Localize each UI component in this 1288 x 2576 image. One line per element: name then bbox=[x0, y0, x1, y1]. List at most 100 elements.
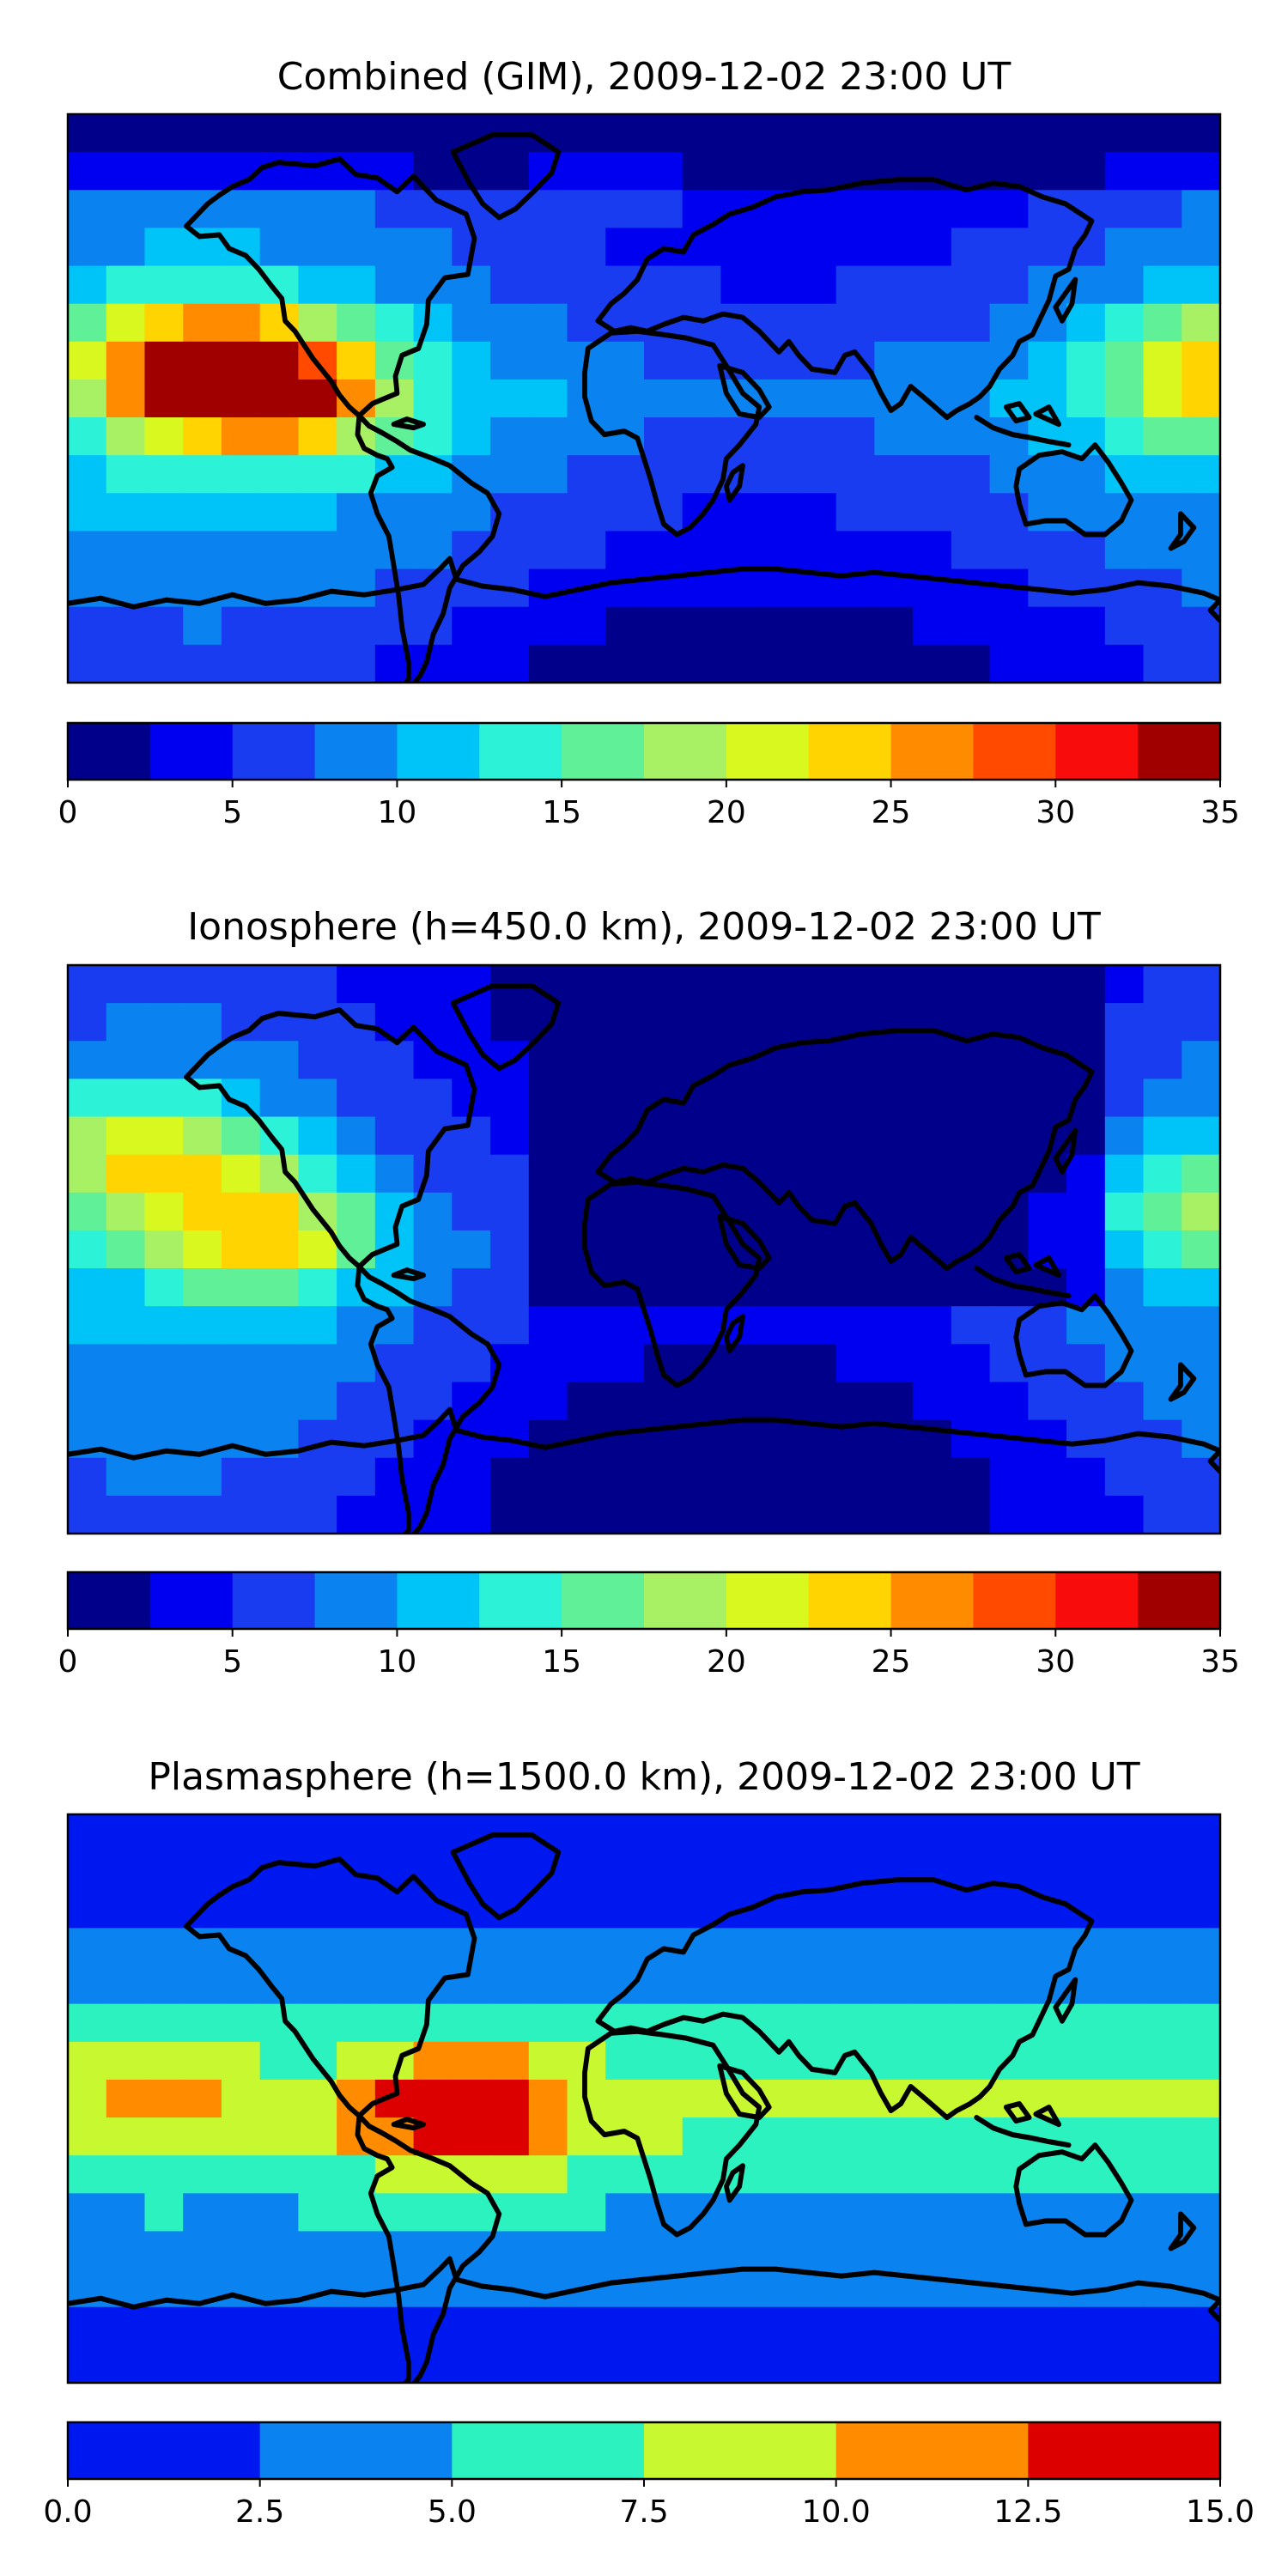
field-cell bbox=[106, 190, 145, 228]
field-cell bbox=[1104, 965, 1145, 1004]
field-cell bbox=[874, 417, 914, 456]
field-cell bbox=[1182, 1306, 1220, 1345]
field-cell bbox=[989, 1890, 1029, 1929]
field-cell bbox=[106, 493, 145, 532]
colorbar-tick-label: 15.0 bbox=[1186, 2494, 1255, 2530]
field-cell bbox=[874, 1814, 914, 1853]
field-cell bbox=[835, 1890, 875, 1929]
field-cell bbox=[1182, 1928, 1220, 1967]
field-cell bbox=[605, 2269, 645, 2308]
field-cell bbox=[913, 417, 952, 456]
field-cell bbox=[874, 493, 914, 532]
field-cell bbox=[528, 1116, 568, 1156]
field-cell bbox=[720, 1457, 760, 1497]
field-cell bbox=[106, 1928, 145, 1967]
field-cell bbox=[374, 1116, 415, 1156]
field-cell bbox=[221, 265, 261, 305]
colorbar-segment bbox=[644, 723, 727, 780]
field-cell bbox=[337, 1192, 376, 1231]
colorbar-segment bbox=[562, 1572, 645, 1629]
colorbar-frame bbox=[66, 721, 1222, 781]
field-cell bbox=[528, 1382, 568, 1421]
colorbar-segment bbox=[68, 1572, 151, 1629]
field-cell bbox=[259, 1495, 299, 1534]
field-cell bbox=[951, 2041, 991, 2081]
field-cell bbox=[183, 1852, 222, 1891]
field-cell bbox=[106, 417, 145, 456]
field-cell bbox=[913, 114, 952, 153]
field-cell bbox=[874, 965, 914, 1004]
field-cell bbox=[913, 2117, 952, 2156]
field-cell bbox=[989, 1306, 1029, 1345]
field-cell bbox=[1143, 2155, 1182, 2194]
field-cell bbox=[490, 1230, 530, 1269]
field-cell bbox=[797, 606, 837, 646]
field-cell bbox=[528, 1419, 568, 1459]
field-cell bbox=[913, 2193, 952, 2232]
chart-title: Plasmasphere (h=1500.0 km), 2009-12-02 2… bbox=[148, 1755, 1139, 1799]
field-cell bbox=[797, 493, 837, 532]
field-cell bbox=[720, 2231, 760, 2270]
field-cell bbox=[835, 455, 875, 494]
field-cell bbox=[144, 341, 184, 380]
field-cell bbox=[68, 2344, 107, 2383]
field-cell bbox=[644, 606, 683, 646]
field-cell bbox=[835, 2117, 875, 2156]
field-cell bbox=[490, 1928, 530, 1967]
field-cell bbox=[490, 606, 530, 646]
colorbar-tick-label: 20 bbox=[707, 1644, 746, 1680]
field-cell bbox=[298, 1116, 337, 1156]
field-cell bbox=[413, 303, 453, 343]
field-cell bbox=[874, 1230, 914, 1269]
field-cell bbox=[567, 1116, 606, 1156]
field-cell bbox=[298, 1457, 337, 1497]
field-cell bbox=[528, 1230, 568, 1269]
colorbar-combined: 0 5 10 15 20 25 30 35 bbox=[58, 721, 1240, 830]
field-cell bbox=[106, 455, 145, 494]
field-cell bbox=[259, 417, 299, 456]
field-cell bbox=[221, 1457, 261, 1497]
field-cell bbox=[144, 606, 184, 646]
field-cell bbox=[183, 1306, 222, 1345]
field-cell bbox=[835, 2306, 875, 2346]
field-cell bbox=[528, 644, 568, 683]
field-cell bbox=[1143, 1306, 1182, 1345]
field-cell bbox=[835, 265, 875, 305]
field-cell bbox=[759, 114, 799, 153]
field-cell bbox=[337, 1078, 376, 1118]
field-cell bbox=[144, 1344, 184, 1382]
field-cell bbox=[144, 1495, 184, 1534]
field-cell bbox=[1143, 341, 1182, 380]
field-cell bbox=[337, 568, 376, 608]
field-cell bbox=[106, 2117, 145, 2156]
colorbar-tick-label: 30 bbox=[1036, 1644, 1075, 1680]
chart-title: Combined (GIM), 2009-12-02 23:00 UT bbox=[277, 55, 1012, 99]
field-cell bbox=[759, 2193, 799, 2232]
field-cell bbox=[452, 2041, 491, 2081]
field-cell bbox=[989, 965, 1029, 1004]
field-cell bbox=[913, 493, 952, 532]
field-cell bbox=[682, 1306, 721, 1345]
field-cell bbox=[221, 303, 261, 343]
field-cell bbox=[337, 1890, 376, 1929]
field-cell bbox=[682, 965, 721, 1004]
field-cell bbox=[298, 2079, 337, 2118]
colorbar-tick-label: 25 bbox=[872, 1644, 911, 1680]
field-cell bbox=[413, 1814, 453, 1853]
field-cell bbox=[835, 1078, 875, 1118]
field-cell bbox=[298, 190, 337, 228]
field-cell bbox=[1066, 379, 1106, 418]
field-cell bbox=[490, 379, 530, 418]
field-cell bbox=[567, 114, 606, 153]
field-cell bbox=[144, 455, 184, 494]
field-cell bbox=[1143, 228, 1182, 267]
field-cell bbox=[452, 2306, 491, 2346]
field-cell bbox=[144, 493, 184, 532]
field-cell bbox=[413, 493, 453, 532]
field-cell bbox=[259, 644, 299, 683]
field-cell bbox=[913, 1306, 952, 1345]
field-cell bbox=[1143, 965, 1182, 1004]
field-cell bbox=[221, 1965, 261, 2005]
field-cell bbox=[1028, 644, 1067, 683]
